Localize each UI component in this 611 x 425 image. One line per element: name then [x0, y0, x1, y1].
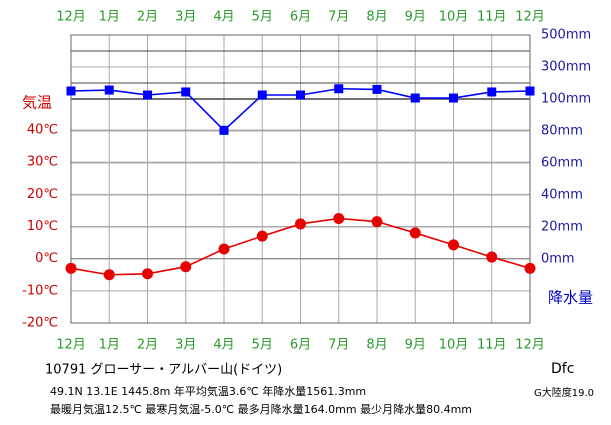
x-tick-label: 9月	[405, 338, 426, 353]
precip-marker	[143, 90, 152, 100]
x-tick-label-top: 11月	[477, 10, 507, 25]
x-tick-label-top: 12月	[56, 10, 86, 25]
precip-marker	[257, 90, 267, 100]
x-tick-label-top: 12月	[515, 10, 545, 25]
precip-marker	[372, 84, 382, 94]
y2-axis-title: 降水量	[548, 289, 593, 307]
x-tick-label-top: 6月	[290, 10, 311, 25]
continentality: G大陸度19.0	[534, 386, 594, 399]
x-tick-label-top: 3月	[175, 10, 196, 25]
x-tick-label-top: 10月	[439, 10, 469, 25]
x-tick-label-top: 1月	[99, 10, 120, 25]
precip-marker	[449, 93, 458, 103]
y2-tick-label: 60mm	[541, 156, 583, 171]
y2-tick-label: 0mm	[541, 252, 575, 267]
y-tick-label: -10℃	[22, 283, 58, 298]
precip-marker	[296, 90, 305, 100]
temp-marker	[486, 251, 498, 263]
temp-marker	[409, 227, 421, 239]
temp-marker	[180, 261, 192, 273]
plot-frame	[70, 34, 531, 324]
precip-marker	[525, 86, 535, 96]
x-tick-label: 8月	[366, 338, 387, 353]
climate-class: Dfc	[551, 361, 574, 377]
y-axis-title: 気温	[22, 94, 52, 112]
station-name: 10791 グローサー・アルバー山(ドイツ)	[45, 363, 282, 378]
x-tick-label: 5月	[252, 338, 273, 353]
x-tick-label-top: 4月	[213, 10, 234, 25]
temp-marker	[65, 262, 77, 274]
temp-marker	[256, 230, 268, 242]
x-tick-label-top: 5月	[252, 10, 273, 25]
precip-marker	[181, 87, 191, 97]
temp-marker	[103, 269, 115, 281]
x-tick-label-top: 7月	[328, 10, 349, 25]
y2-tick-label: 100mm	[541, 92, 591, 107]
y-tick-label: 40℃	[27, 123, 58, 138]
y-tick-label: -20℃	[22, 316, 58, 331]
y2-tick-label: 80mm	[541, 124, 583, 139]
info-line: 49.1N 13.1E 1445.8m 年平均気温3.6℃ 年降水量1561.3…	[50, 384, 366, 398]
x-tick-label: 2月	[137, 338, 158, 353]
x-tick-label-top: 8月	[366, 10, 387, 25]
precip-marker	[410, 93, 420, 103]
y-tick-label: 0℃	[35, 251, 58, 266]
temp-marker	[524, 262, 536, 274]
y2-tick-label: 500mm	[541, 28, 591, 43]
x-tick-label: 6月	[290, 338, 311, 353]
x-tick-label-top: 2月	[137, 10, 158, 25]
x-tick-label: 12月	[56, 338, 86, 353]
temp-marker	[142, 268, 153, 280]
temp-marker	[218, 243, 230, 255]
precip-marker	[66, 86, 76, 96]
x-tick-label: 7月	[328, 338, 349, 353]
temp-marker	[448, 239, 459, 251]
precip-marker	[334, 84, 344, 94]
x-tick-label-top: 9月	[405, 10, 426, 25]
x-tick-label: 12月	[515, 338, 545, 353]
temp-marker	[371, 216, 383, 228]
y2-tick-label: 300mm	[541, 60, 591, 75]
y2-tick-label: 20mm	[541, 220, 583, 235]
x-tick-label: 11月	[477, 338, 507, 353]
y-tick-label: 20℃	[27, 187, 58, 202]
precip-marker	[219, 125, 229, 135]
y-tick-label: 30℃	[27, 155, 58, 170]
precip-marker	[487, 87, 497, 97]
x-tick-label: 4月	[213, 338, 234, 353]
y-tick-label: 10℃	[27, 219, 58, 234]
precip-marker	[104, 85, 114, 95]
x-tick-label: 1月	[99, 338, 120, 353]
info-line: 最暖月気温12.5℃ 最寒月気温-5.0℃ 最多月降水量164.0mm 最少月降…	[50, 402, 472, 416]
x-tick-label: 3月	[175, 338, 196, 353]
temp-marker	[295, 218, 306, 230]
y2-tick-label: 40mm	[541, 188, 583, 203]
x-tick-label: 10月	[439, 338, 469, 353]
temp-marker	[333, 212, 345, 224]
